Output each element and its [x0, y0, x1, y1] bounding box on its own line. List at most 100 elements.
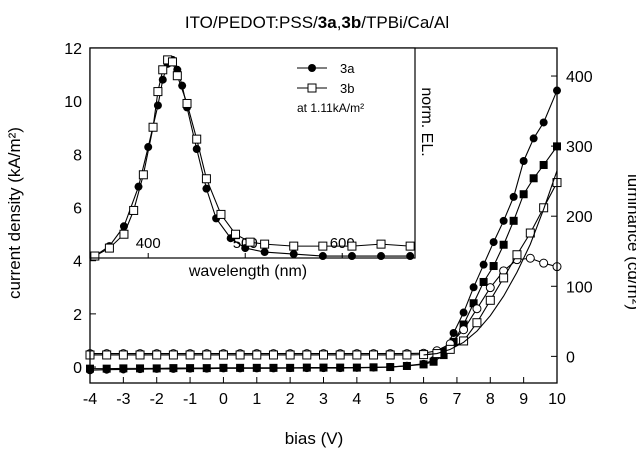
x-tick-label: 4: [352, 391, 361, 408]
series-0-point: [459, 308, 468, 317]
inset-series-0-point: [202, 184, 211, 193]
series-3-point: [472, 318, 482, 328]
series-3-point: [168, 350, 178, 360]
y2-tick-label: 400: [566, 69, 593, 86]
series-1-line: [90, 146, 558, 370]
inset-series-1-point: [104, 243, 114, 253]
series-1-point: [252, 363, 261, 372]
series-1-point: [119, 364, 128, 373]
series-0-point: [499, 216, 508, 225]
series-2-point: [539, 258, 549, 268]
series-0-point: [539, 118, 548, 127]
x-tick-label: 3: [319, 391, 328, 408]
y-tick-label: 0: [73, 360, 82, 377]
series-1-point: [319, 363, 328, 372]
series-1-point: [169, 364, 178, 373]
series-3-point: [335, 350, 345, 360]
inset-series-1-point: [158, 65, 168, 75]
series-4-line: [423, 170, 558, 356]
series-3-point: [319, 350, 328, 360]
inset-series-0-point: [144, 143, 153, 152]
series-0-point: [489, 238, 498, 247]
x-tick-label: 8: [486, 391, 495, 408]
inset-x-tick-label: 400: [136, 235, 161, 252]
series-3-point: [485, 295, 495, 305]
series-1-point: [529, 174, 538, 183]
inset-series-0-point: [347, 252, 356, 261]
series-3-point: [152, 350, 162, 360]
inset-series-1-point: [119, 229, 129, 239]
y-tick-label: 8: [73, 147, 82, 164]
series-0-point: [449, 329, 458, 338]
legend-marker: [308, 64, 316, 72]
series-0-point: [469, 283, 478, 292]
inset-y-axis-label: norm. EL.: [418, 87, 435, 156]
y-tick-label: 6: [73, 201, 82, 218]
inset-x-axis-label: wavelength (nm): [188, 263, 307, 280]
inset-series-0-point: [289, 250, 298, 259]
series-1-point: [386, 363, 395, 372]
x-tick-label: 6: [419, 391, 428, 408]
x-tick-label: 10: [548, 391, 566, 408]
inset-series-1-point: [318, 241, 328, 251]
series-1-point: [219, 363, 228, 372]
inset-series-1-point: [148, 122, 158, 132]
main-plot: -4 -3 -2 -1 0 1 2 3 4 5 6 7 8 9 1002468101201002003004…: [64, 41, 593, 408]
inset-series-0-point: [318, 252, 327, 261]
series-2-point: [472, 304, 482, 314]
series-3-point: [512, 250, 522, 260]
series-0-point: [479, 260, 488, 269]
legend-marker: [307, 83, 317, 93]
series-3-point: [268, 350, 278, 360]
series-1-point: [202, 364, 211, 373]
y-axis-label: current density (kA/m²): [5, 127, 24, 299]
x-tick-label: 1: [252, 391, 261, 408]
series-1-point: [479, 277, 488, 286]
legend-label: 3b: [340, 81, 354, 96]
series-1-point: [336, 363, 345, 372]
series-1-point: [419, 360, 428, 369]
inset-series-1-point: [192, 134, 202, 144]
series-0-point: [509, 192, 518, 201]
inset-series-1-point: [153, 87, 163, 97]
y-tick-label: 4: [73, 254, 82, 271]
series-1-point: [439, 351, 448, 360]
series-3-point: [202, 350, 212, 360]
y2-tick-label: 200: [566, 209, 593, 226]
series-1-point: [102, 364, 111, 373]
inset-series-1-point: [138, 170, 148, 180]
inset-frame: [89, 47, 416, 259]
series-3-point: [118, 350, 128, 360]
series-1-point: [136, 364, 145, 373]
inset-series-0-point: [260, 248, 269, 257]
y-tick-label: 10: [64, 94, 82, 111]
series-1-point: [429, 357, 438, 366]
series-2-point: [459, 325, 469, 335]
inset-annotation: at 1.11kA/m²: [297, 101, 364, 115]
x-tick-label: 7: [452, 391, 461, 408]
series-1-point: [286, 363, 295, 372]
inset-series-0-point: [377, 252, 386, 261]
series-3-point: [352, 350, 362, 360]
series-3-point: [499, 273, 509, 283]
series-1-point: [369, 363, 378, 372]
series-2-point: [485, 283, 495, 293]
series-1-point: [459, 320, 468, 329]
chart-title: ITO/PEDOT:PSS/3a,3b/TPBi/Ca/Al: [185, 13, 449, 32]
series-3-point: [302, 350, 312, 360]
series-3-point: [102, 350, 112, 360]
x-tick-label: -4: [83, 391, 97, 408]
x-tick-label: 2: [286, 391, 295, 408]
inset-series-1-point: [231, 229, 241, 239]
series-2-point: [525, 253, 535, 263]
y2-tick-label: 0: [566, 349, 575, 366]
series-1-point: [489, 262, 498, 271]
series-3-point: [285, 350, 295, 360]
inset-series-1-point: [167, 57, 177, 67]
inset-series-1-point: [405, 241, 415, 251]
inset-background: [90, 48, 415, 258]
series-1-point: [236, 363, 245, 372]
x-tick-label: 5: [386, 391, 395, 408]
